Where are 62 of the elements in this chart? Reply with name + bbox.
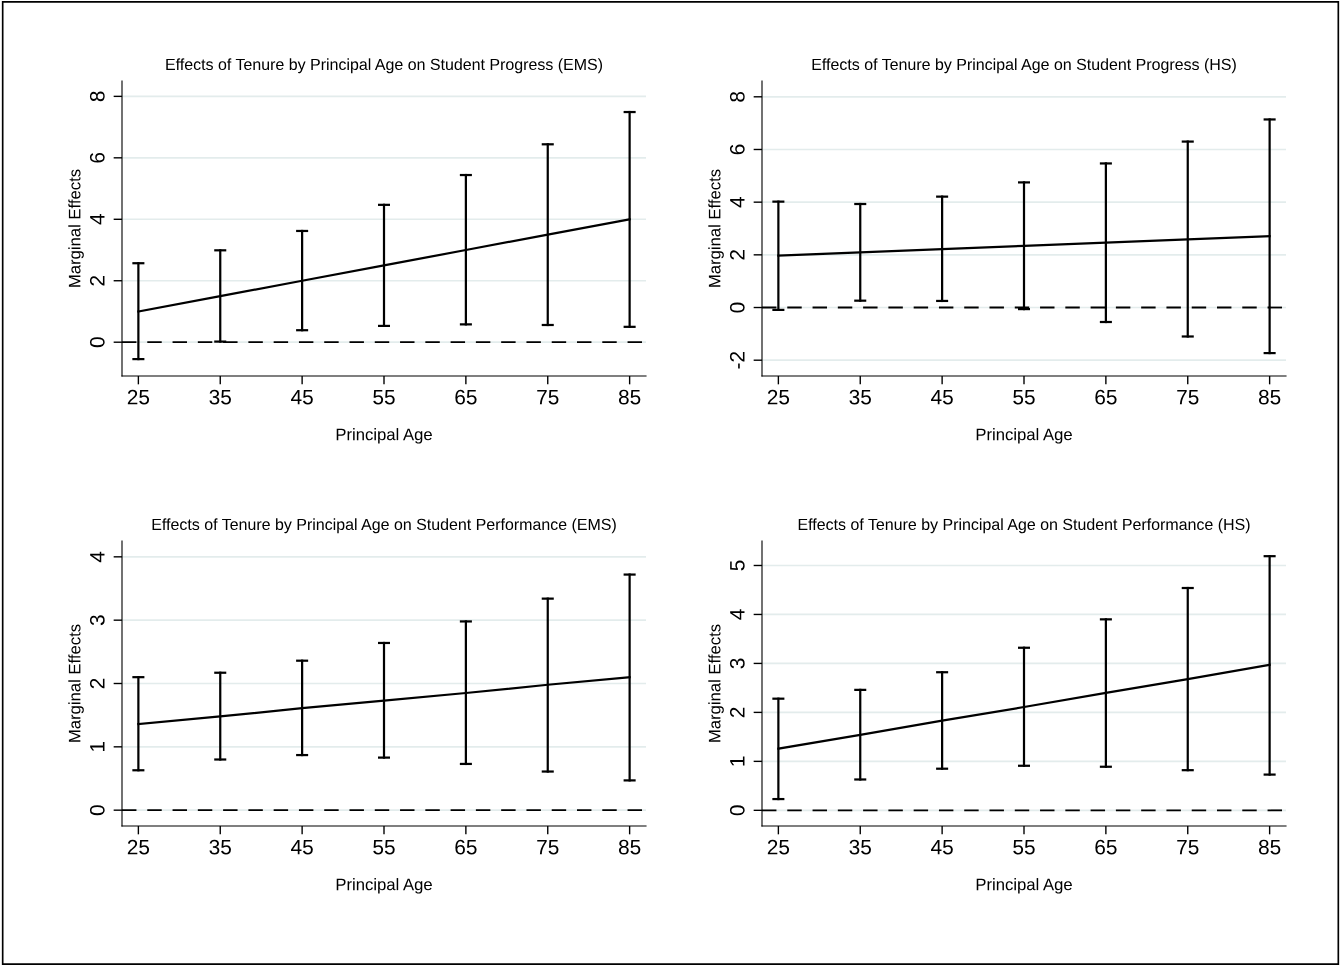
x-tick-label: 45	[931, 839, 953, 855]
x-tick-label: 65	[1095, 389, 1117, 405]
x-tick-label: 45	[291, 389, 313, 405]
y-tick-label: 0	[89, 805, 105, 816]
y-tick-label: 8	[89, 91, 105, 102]
x-tick-label: 25	[767, 839, 790, 855]
y-tick-label: 3	[89, 615, 105, 626]
y-axis-title: Marginal Effects	[708, 624, 724, 742]
x-tick-label: 25	[127, 389, 150, 405]
x-tick-label: 55	[373, 389, 395, 405]
y-tick-label: 2	[89, 678, 105, 689]
x-tick-label: 35	[209, 389, 231, 405]
x-tick-label: 85	[1258, 839, 1281, 855]
x-axis-title: Principal Age	[336, 878, 432, 894]
chart-title: Effects of Tenure by Principal Age on Student Performance (EMS)	[152, 518, 616, 534]
y-tick-label: 2	[729, 250, 745, 260]
chart-title: Effects of Tenure by Principal Age on Student Progress (HS)	[812, 58, 1236, 74]
x-tick-label: 75	[1177, 839, 1199, 855]
y-tick-label: 0	[89, 337, 105, 348]
y-tick-label: 2	[729, 707, 745, 718]
x-tick-label: 55	[1013, 389, 1035, 405]
x-tick-label: 85	[618, 839, 641, 855]
y-tick-label: -2	[729, 351, 745, 369]
y-axis-title: Marginal Effects	[708, 169, 724, 287]
x-tick-label: 25	[767, 389, 790, 405]
y-tick-label: 1	[730, 756, 745, 766]
x-tick-label: 75	[537, 389, 559, 405]
y-tick-label: 4	[90, 214, 105, 225]
y-tick-label: 6	[729, 144, 745, 155]
x-tick-label: 65	[455, 389, 477, 405]
x-tick-label: 25	[127, 839, 150, 855]
y-tick-label: 0	[729, 302, 745, 313]
y-tick-label: 5	[730, 560, 745, 571]
y-tick-label: 6	[89, 152, 105, 163]
x-tick-label: 65	[455, 839, 477, 855]
x-tick-label: 45	[931, 389, 953, 405]
x-tick-label: 35	[209, 839, 231, 855]
x-tick-label: 65	[1095, 839, 1117, 855]
x-tick-label: 35	[849, 389, 871, 405]
x-tick-label: 45	[291, 839, 313, 855]
x-tick-label: 35	[849, 839, 871, 855]
y-tick-label: 4	[730, 196, 745, 208]
y-tick-label: 2	[89, 275, 105, 286]
y-tick-label: 4	[730, 609, 745, 620]
x-tick-label: 75	[537, 839, 559, 855]
x-tick-label: 75	[1177, 389, 1199, 405]
chart-title: Effects of Tenure by Principal Age on Student Progress (EMS)	[166, 58, 603, 74]
x-tick-label: 55	[373, 839, 395, 855]
y-axis-title: Marginal Effects	[68, 624, 84, 742]
y-tick-label: 4	[90, 551, 105, 563]
x-axis-title: Principal Age	[976, 878, 1072, 894]
y-tick-label: 1	[90, 742, 105, 752]
y-axis-title: Marginal Effects	[68, 169, 84, 287]
y-tick-label: 0	[729, 805, 745, 816]
x-tick-label: 55	[1013, 839, 1035, 855]
x-axis-title: Principal Age	[336, 428, 432, 444]
y-tick-label: 3	[729, 658, 745, 669]
chart-title: Effects of Tenure by Principal Age on Student Performance (HS)	[798, 518, 1250, 534]
x-tick-label: 85	[1258, 389, 1281, 405]
x-tick-label: 85	[618, 389, 641, 405]
y-tick-label: 8	[729, 91, 745, 102]
x-axis-title: Principal Age	[976, 428, 1072, 444]
